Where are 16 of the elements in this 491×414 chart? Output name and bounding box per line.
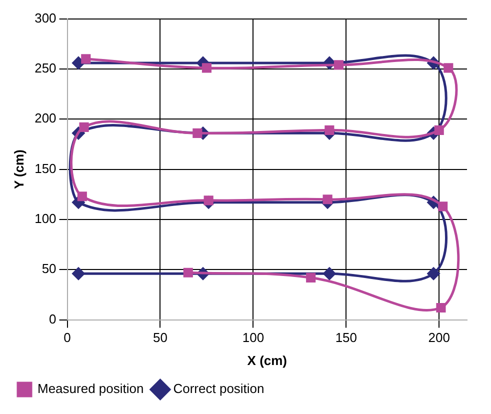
y-tick-label: 250 <box>34 60 56 76</box>
x-tick-label: 150 <box>335 330 358 346</box>
y-tick-label: 100 <box>34 211 56 226</box>
x-tick-label: 200 <box>428 330 450 346</box>
y-tick-label: 50 <box>42 261 56 276</box>
legend-label: Correct position <box>173 381 264 396</box>
x-axis-title: X (cm) <box>247 352 288 368</box>
y-axis-title: Y (cm) <box>11 150 26 190</box>
x-tick-label: 100 <box>242 330 264 346</box>
y-tick-label: 0 <box>49 311 56 326</box>
y-tick-label: 200 <box>34 110 56 126</box>
x-tick-label: 0 <box>64 330 71 346</box>
y-tick-label: 300 <box>34 10 56 26</box>
legend-label: Measured position <box>38 381 144 396</box>
y-tick-label: 150 <box>34 160 56 176</box>
x-tick-label: 50 <box>153 330 168 346</box>
